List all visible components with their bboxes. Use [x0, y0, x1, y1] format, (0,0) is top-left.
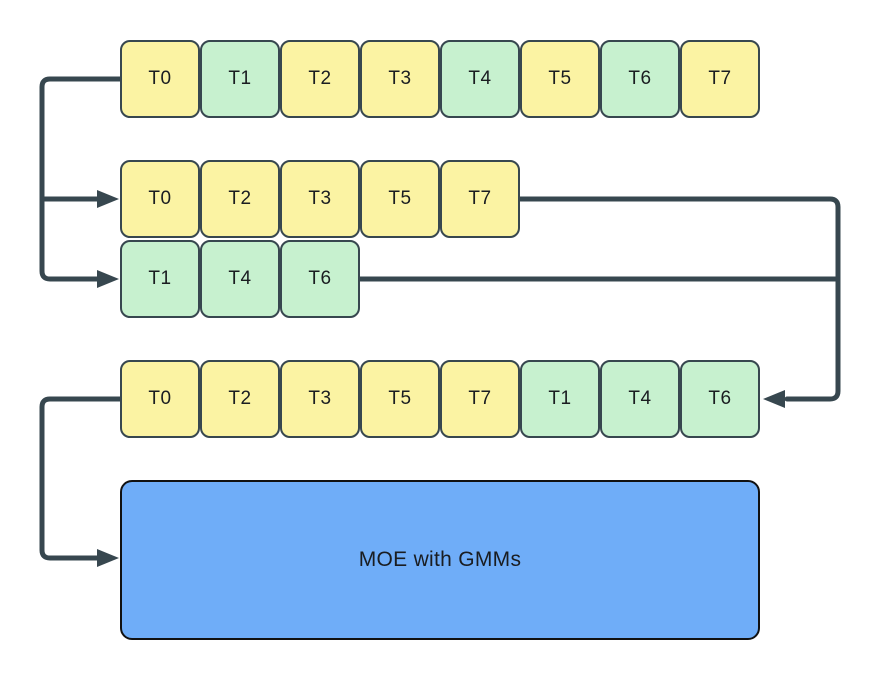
token-box-t3: T3: [280, 360, 360, 438]
token-box-t3: T3: [280, 160, 360, 238]
moe-gmm-block: MOE with GMMs: [120, 480, 760, 640]
arrowhead-into-yellow-group: [97, 190, 119, 208]
token-box-t5: T5: [360, 160, 440, 238]
arrowhead-into-green-group: [97, 270, 119, 288]
token-box-t0: T0: [120, 40, 200, 118]
token-row-input-sequence: T0 T1 T2 T3 T4 T5 T6 T7: [120, 40, 760, 118]
token-box-t4: T4: [200, 240, 280, 318]
token-box-t6: T6: [680, 360, 760, 438]
token-box-t5: T5: [520, 40, 600, 118]
token-box-t0: T0: [120, 160, 200, 238]
token-row-green-group: T1 T4 T6: [120, 240, 360, 318]
token-box-t2: T2: [200, 160, 280, 238]
token-box-t1: T1: [120, 240, 200, 318]
token-box-t2: T2: [280, 40, 360, 118]
token-box-t7: T7: [440, 360, 520, 438]
token-box-t5: T5: [360, 360, 440, 438]
token-box-t4: T4: [600, 360, 680, 438]
connector-input-to-groups: [39, 76, 123, 282]
token-box-t7: T7: [680, 40, 760, 118]
token-box-t3: T3: [360, 40, 440, 118]
arrowhead-into-moe: [97, 549, 119, 567]
token-row-regrouped-sequence: T0 T2 T3 T5 T7 T1 T4 T6: [120, 360, 760, 438]
token-row-yellow-group: T0 T2 T3 T5 T7: [120, 160, 520, 238]
connector-regrouped-to-moe: [39, 396, 123, 561]
token-box-t6: T6: [280, 240, 360, 318]
token-box-t7: T7: [440, 160, 520, 238]
token-box-t6: T6: [600, 40, 680, 118]
token-box-t1: T1: [520, 360, 600, 438]
token-box-t4: T4: [440, 40, 520, 118]
token-box-t2: T2: [200, 360, 280, 438]
token-box-t1: T1: [200, 40, 280, 118]
token-box-t0: T0: [120, 360, 200, 438]
arrowhead-into-regrouped-row: [763, 390, 785, 408]
